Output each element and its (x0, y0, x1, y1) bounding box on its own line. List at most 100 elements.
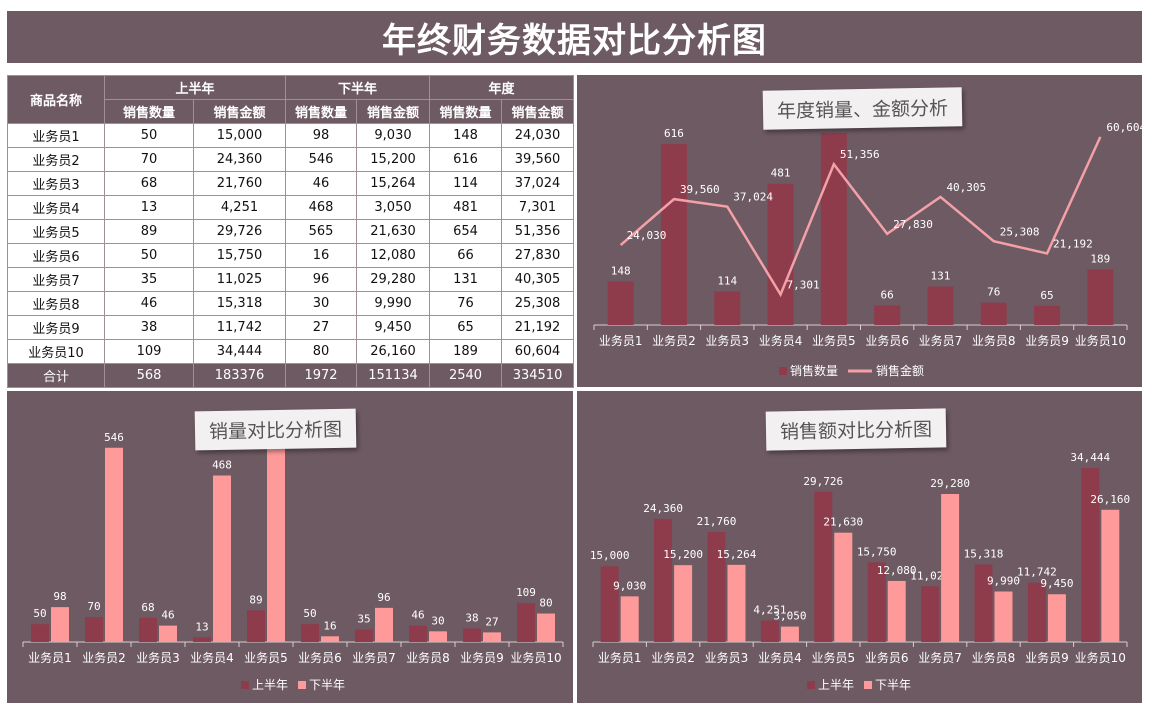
table-cell-y-qty: 654 (429, 219, 503, 244)
x-tick-label: 业务员7 (918, 650, 962, 665)
table-cell-h2-amt: 9,990 (356, 291, 431, 316)
table-cell-name: 业务员8 (7, 291, 105, 316)
bar (921, 586, 940, 642)
table-cell-h2-qty: 96 (285, 267, 358, 292)
subheader-amt: 销售金额 (192, 99, 287, 124)
table-row: 业务员8 46 15,318 30 9,990 76 25,308 (7, 291, 575, 316)
legend-label: 下半年 (875, 678, 911, 692)
table-cell-name: 业务员1 (7, 123, 105, 148)
bar (375, 607, 393, 642)
x-tick-label: 业务员5 (812, 333, 856, 348)
table-cell-h2-amt: 29,280 (356, 267, 431, 292)
data-label: 51,356 (840, 148, 880, 161)
legend-swatch (241, 681, 249, 689)
x-tick-label: 业务员7 (352, 650, 396, 665)
x-tick-label: 业务员6 (865, 650, 909, 665)
x-tick-label: 业务员6 (298, 650, 342, 665)
table-cell-y-qty: 65 (429, 315, 503, 340)
table-cell-y-qty: 76 (429, 291, 503, 316)
annual-chart-title: 年度销量、金额分析 (762, 87, 963, 130)
table-cell-y-amt: 51,356 (501, 219, 575, 244)
table-cell-h1-amt: 29,726 (192, 219, 287, 244)
table-cell-h2-qty: 30 (285, 291, 358, 316)
table-cell-y-amt: 24,030 (501, 123, 575, 148)
data-label: 34,444 (1070, 451, 1110, 464)
table-cell-h2-amt: 9,450 (356, 315, 431, 340)
bar (483, 632, 501, 642)
legend-label: 下半年 (309, 678, 345, 692)
bar (974, 564, 993, 642)
bar (607, 281, 634, 325)
table-row: 业务员3 68 21,760 46 15,264 114 37,024 (7, 171, 575, 196)
legend-swatch (807, 681, 815, 689)
header-product-name: 商品名称 (7, 75, 105, 124)
table-cell-h1-qty: 50 (104, 123, 194, 148)
data-label: 98 (53, 590, 66, 603)
table-cell-h2-qty: 98 (285, 123, 358, 148)
bar (707, 532, 726, 642)
data-label: 70 (87, 600, 100, 613)
data-label: 148 (611, 265, 631, 278)
table-cell-y-qty: 66 (429, 243, 503, 268)
bar (463, 628, 481, 642)
header-second-half: 下半年 (285, 75, 431, 100)
x-tick-label: 业务员9 (1025, 333, 1069, 348)
table-cell-h1-amt: 11,742 (192, 315, 287, 340)
table-cell-y-amt: 39,560 (501, 147, 575, 172)
bar (355, 629, 373, 642)
subheader-amt: 销售金额 (356, 99, 431, 124)
table-cell-h2-qty: 46 (285, 171, 358, 196)
bar (674, 565, 693, 642)
table-row: 业务员10 109 34,444 80 26,160 189 60,604 (7, 339, 575, 364)
table-cell-y-qty: 616 (429, 147, 503, 172)
table-cell-y-qty: 131 (429, 267, 503, 292)
data-label: 96 (377, 591, 390, 604)
table-cell-y-amt: 60,604 (501, 339, 575, 364)
data-label: 66 (881, 289, 894, 302)
data-label: 11,025 (910, 569, 950, 582)
table-row: 业务员1 50 15,000 98 9,030 148 24,030 (7, 123, 575, 148)
table-cell-name: 业务员5 (7, 219, 105, 244)
table-cell-h1-qty: 50 (104, 243, 194, 268)
total-h1-amt: 183376 (192, 363, 287, 388)
bar (994, 591, 1013, 642)
table-cell-name: 业务员9 (7, 315, 105, 340)
subheader-qty: 销售数量 (429, 99, 503, 124)
data-label: 481 (771, 167, 791, 180)
bar (159, 625, 177, 642)
x-tick-label: 业务员5 (811, 650, 855, 665)
data-label: 15,264 (717, 548, 757, 561)
bar (537, 613, 555, 642)
data-label: 38 (465, 611, 478, 624)
bar (654, 518, 673, 642)
x-tick-label: 业务员2 (652, 333, 696, 348)
table-cell-h2-qty: 16 (285, 243, 358, 268)
legend-swatch (864, 681, 872, 689)
data-label: 76 (987, 286, 1000, 299)
amount-chart-title: 销售额对比分析图 (765, 408, 947, 451)
table-cell-h2-qty: 27 (285, 315, 358, 340)
legend-label: 销售金额 (876, 363, 924, 378)
data-label: 80 (539, 597, 552, 610)
bar (820, 132, 847, 325)
table-cell-y-amt: 37,024 (501, 171, 575, 196)
table-cell-h1-amt: 21,760 (192, 171, 287, 196)
table-cell-h1-qty: 46 (104, 291, 194, 316)
x-tick-label: 业务员3 (705, 650, 749, 665)
table-cell-h1-amt: 24,360 (192, 147, 287, 172)
data-label: 131 (931, 270, 951, 283)
x-tick-label: 业务员4 (759, 333, 803, 348)
page-title: 年终财务数据对比分析图 (7, 11, 1142, 63)
bar (1034, 305, 1061, 325)
bar (213, 475, 231, 642)
total-label: 合计 (7, 363, 105, 388)
header-annual: 年度 (429, 75, 575, 100)
data-table-container: 商品名称 上半年 下半年 年度 销售数量 销售金额 销售数量 销售金额 销售数量… (7, 75, 575, 388)
table-cell-h2-qty: 546 (285, 147, 358, 172)
table-cell-h1-amt: 15,318 (192, 291, 287, 316)
bar (139, 617, 157, 642)
data-label: 46 (411, 609, 424, 622)
legend-swatch (779, 367, 787, 375)
data-label: 16 (323, 619, 336, 632)
data-label: 15,750 (857, 545, 897, 558)
